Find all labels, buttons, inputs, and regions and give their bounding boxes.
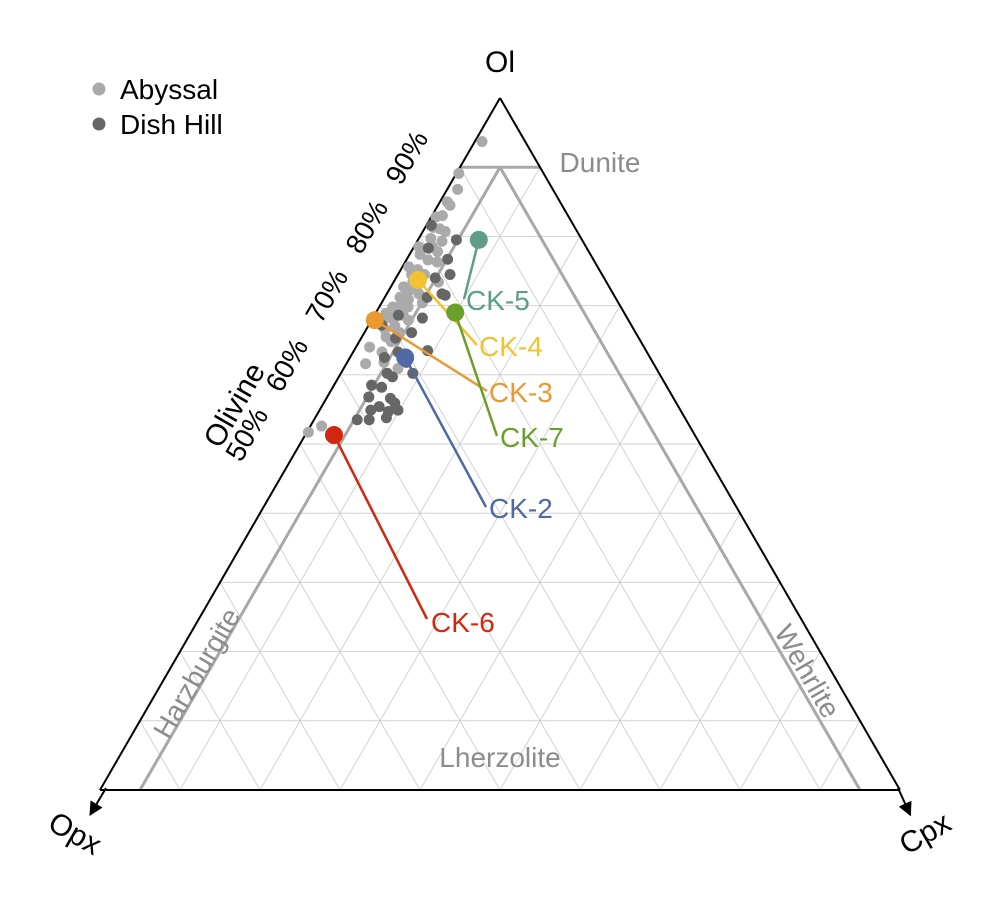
sample-marker-ck-2 xyxy=(396,348,415,367)
point-dish-hill-4 xyxy=(442,253,454,265)
point-dish-hill-10 xyxy=(392,309,404,321)
point-dish-hill-1 xyxy=(425,219,437,231)
grid-line-cpx-60 xyxy=(579,512,741,791)
legend: Abyssal Dish Hill xyxy=(92,74,223,140)
point-abyssal-15 xyxy=(432,246,444,258)
grid-line-cpx-80 xyxy=(739,651,821,791)
grid-line-cpx-30 xyxy=(339,305,621,791)
point-dish-hill-23 xyxy=(376,381,388,393)
grid-line-opx-80 xyxy=(179,651,261,791)
point-dish-hill-28 xyxy=(365,404,377,416)
point-dish-hill-11 xyxy=(416,312,428,324)
point-abyssal-46 xyxy=(364,341,376,353)
point-abyssal-50 xyxy=(392,363,404,375)
leader-line-ck-2 xyxy=(404,356,488,508)
point-dish-hill-33 xyxy=(380,412,392,424)
olivine-tick-90: 90% xyxy=(379,125,434,189)
point-abyssal-48 xyxy=(360,358,372,370)
point-dish-hill-27 xyxy=(373,401,385,413)
sample-label-ck-2: CK-2 xyxy=(489,493,553,524)
grid-line-cpx-50 xyxy=(499,443,701,791)
point-abyssal-12 xyxy=(436,235,448,247)
sample-label-ck-4: CK-4 xyxy=(479,331,543,362)
sample-marker-ck-7 xyxy=(446,303,465,322)
vertex-label-bottom-right: Cpx xyxy=(894,806,957,861)
point-dish-hill-24 xyxy=(363,391,375,403)
point-dish-hill-32 xyxy=(363,414,375,426)
point-abyssal-11 xyxy=(425,232,437,244)
triangle-frame xyxy=(89,97,912,817)
point-abyssal-52 xyxy=(302,426,314,438)
point-abyssal-33 xyxy=(402,301,414,313)
point-dish-hill-9 xyxy=(436,288,448,300)
point-abyssal-18 xyxy=(431,256,443,268)
sample-marker-ck-6 xyxy=(325,426,343,445)
point-dish-hill-15 xyxy=(422,345,434,357)
sample-marker-ck-4 xyxy=(409,270,427,289)
point-abyssal-2 xyxy=(453,167,465,179)
grid-line-opx-30 xyxy=(379,305,661,791)
data-points xyxy=(302,136,488,438)
point-abyssal-51 xyxy=(316,420,328,432)
point-abyssal-10 xyxy=(439,226,451,238)
grid-line-cpx-70 xyxy=(659,582,781,791)
sample-label-ck-5: CK-5 xyxy=(466,285,530,316)
point-abyssal-3 xyxy=(452,183,464,195)
ternary-grid xyxy=(139,166,861,791)
field-boundaries xyxy=(138,165,862,791)
olivine-tick-70: 70% xyxy=(299,264,354,328)
point-dish-hill-22 xyxy=(366,379,378,391)
point-abyssal-7 xyxy=(430,211,442,223)
sample-label-ck-3: CK-3 xyxy=(489,377,553,408)
point-dish-hill-31 xyxy=(351,414,363,426)
legend-marker-dish-hill xyxy=(92,117,106,131)
field-label-lherzolite: Lherzolite xyxy=(439,742,560,773)
legend-label-abyssal: Abyssal xyxy=(120,74,218,105)
legend-label-dish-hill: Dish Hill xyxy=(120,109,223,140)
olivine-tick-60: 60% xyxy=(259,333,314,397)
point-abyssal-39 xyxy=(402,314,414,326)
grid-line-cpx-10 xyxy=(179,166,541,791)
boundary-wehrlite xyxy=(138,166,502,791)
frame-edge-right xyxy=(499,97,901,791)
vertex-label-bottom-left: Opx xyxy=(43,806,107,862)
sample-label-ck-7: CK-7 xyxy=(500,422,564,453)
point-dish-hill-30 xyxy=(392,404,404,416)
labelled-samples: CK-5 CK-4 CK-3 CK-7 CK-2 CK-6 xyxy=(325,230,564,638)
point-dish-hill-13 xyxy=(406,327,418,339)
boundary-harzburgite xyxy=(498,166,862,791)
field-label-dunite: Dunite xyxy=(560,147,641,178)
point-dish-hill-6 xyxy=(429,272,441,284)
grid-line-opx-50 xyxy=(299,443,501,791)
grid-line-opx-60 xyxy=(259,512,421,791)
field-label-wehrlite: Wehrlite xyxy=(768,619,846,723)
point-dish-hill-2 xyxy=(450,234,462,246)
point-abyssal-28 xyxy=(413,288,425,300)
sample-marker-ck-5 xyxy=(469,230,488,249)
point-abyssal-17 xyxy=(422,254,434,266)
sample-label-ck-6: CK-6 xyxy=(431,607,495,638)
point-abyssal-5 xyxy=(444,199,456,211)
olivine-tick-80: 80% xyxy=(339,195,394,259)
leader-line-ck-6 xyxy=(332,434,429,620)
grid-line-opx-10 xyxy=(459,166,821,791)
arrow-cpx xyxy=(897,787,912,817)
point-dish-hill-3 xyxy=(422,242,434,254)
leader-line-ck-5 xyxy=(462,239,481,300)
leader-line-ck-7 xyxy=(454,312,499,437)
arrow-opx xyxy=(89,787,107,817)
vertex-label-top: Ol xyxy=(485,46,515,79)
point-abyssal-16 xyxy=(414,248,426,260)
legend-marker-abyssal xyxy=(92,82,106,96)
point-dish-hill-5 xyxy=(444,268,456,280)
point-dish-hill-21 xyxy=(386,371,398,383)
point-dish-hill-17 xyxy=(378,352,390,363)
leader-line-ck-3 xyxy=(374,319,488,393)
point-abyssal-1 xyxy=(476,136,488,148)
sample-marker-ck-3 xyxy=(365,311,384,330)
